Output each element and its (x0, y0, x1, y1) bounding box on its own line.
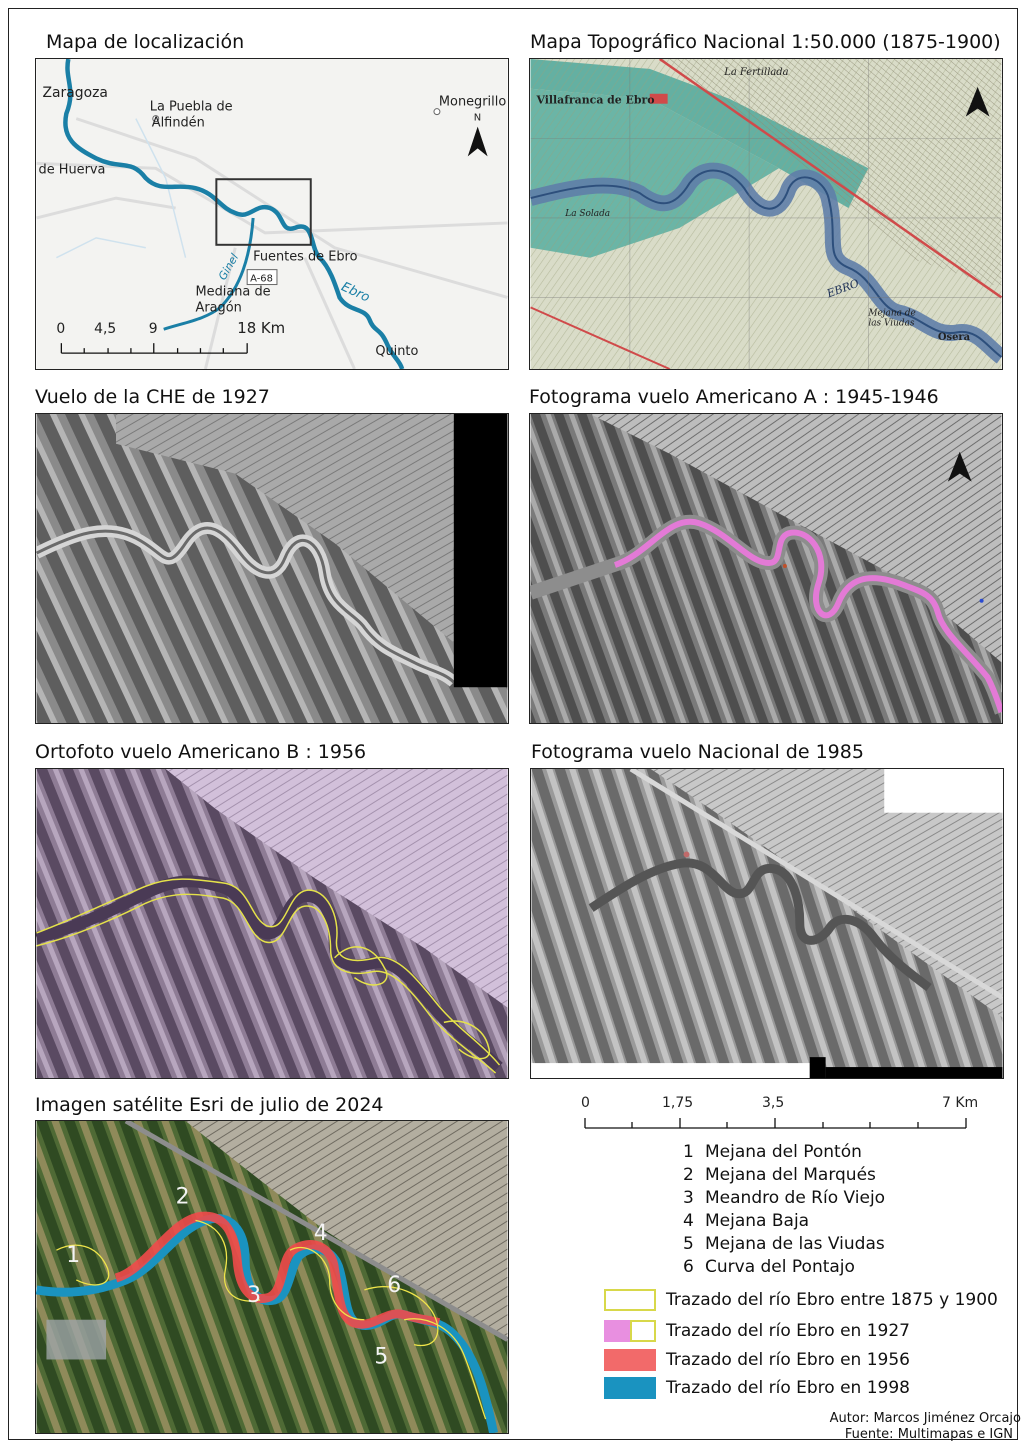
site-number-2: 2 (176, 1184, 190, 1209)
photo-1927-canvas (36, 414, 508, 723)
list-item: 5 Mejana de las Viudas (683, 1234, 885, 1254)
river-trace-1875 (36, 878, 501, 1074)
legend-item-1956: Trazado del río Ebro en 1956 (604, 1347, 910, 1373)
north-arrow-icon (467, 126, 488, 157)
north-label: N (474, 113, 481, 124)
panel-title-americano-a: Fotograma vuelo Americano A : 1945-1946 (529, 386, 939, 408)
photo-1956-canvas (36, 769, 508, 1078)
topo-label-mejana-2: las Viudas (868, 318, 915, 328)
topo-label-solada: La Solada (564, 209, 610, 219)
scale-tick-1: 4,5 (94, 321, 116, 337)
panel-title-topo: Mapa Topográfico Nacional 1:50.000 (1875… (530, 31, 1001, 53)
map-sheet-frame (8, 8, 1018, 1440)
legend-swatch-1875 (604, 1289, 656, 1311)
place-monegrillo: Monegrillo (439, 95, 506, 110)
place-zaragoza: Zaragoza (42, 85, 107, 101)
legend-label-1998: Trazado del río Ebro en 1998 (666, 1378, 910, 1398)
location-map-canvas: Zaragoza La Puebla de Alfindén Monegrill… (36, 59, 508, 369)
legend-swatch-1956 (604, 1349, 656, 1371)
topographic-map[interactable]: Villafranca de Ebro La Fertillada La Sol… (529, 58, 1003, 370)
panel-title-location: Mapa de localización (46, 31, 245, 53)
topo-label-mejana: Mejana de (867, 308, 915, 318)
legend-label-1956: Trazado del río Ebro en 1956 (666, 1350, 910, 1370)
legend-swatch-1998 (604, 1377, 656, 1399)
panel-title-che-1927: Vuelo de la CHE de 1927 (35, 386, 270, 408)
panel-title-nacional-1985: Fotograma vuelo Nacional de 1985 (531, 741, 864, 763)
list-item: 2 Mejana del Marqués (683, 1165, 876, 1185)
aerial-photo-1985[interactable] (530, 768, 1004, 1079)
author-credit: Autor: Marcos Jiménez Orcajo (829, 1411, 1021, 1426)
main-scale-tick-2: 3,5 (762, 1095, 784, 1111)
legend-item-1998: Trazado del río Ebro en 1998 (604, 1375, 910, 1401)
list-item: 3 Meandro de Río Viejo (683, 1188, 886, 1208)
scale-tick-0: 0 (56, 321, 65, 337)
main-scale-tick-1: 1,75 (662, 1095, 693, 1111)
legend-swatch-1927-white (630, 1320, 656, 1342)
aerial-photo-1927[interactable] (35, 413, 509, 724)
legend-item-1875: Trazado del río Ebro entre 1875 y 1900 (604, 1287, 998, 1313)
place-quinto: Quinto (375, 344, 418, 359)
source-credit: Fuente: Multimapas e IGN (844, 1427, 1013, 1442)
site-number-6: 6 (387, 1273, 401, 1298)
location-map[interactable]: Zaragoza La Puebla de Alfindén Monegrill… (35, 58, 509, 370)
road-label: A-68 (250, 274, 273, 285)
photo-1985-canvas (531, 769, 1003, 1078)
main-scale-tick-0: 0 (581, 1095, 590, 1111)
site-number-3: 3 (247, 1283, 261, 1308)
main-scale-bar: 0 1,75 3,5 7 Km (580, 1092, 980, 1132)
place-puebla-2: Alfindén (152, 116, 205, 131)
main-scale-tick-3: 7 Km (942, 1095, 978, 1111)
orthophoto-1956[interactable] (35, 768, 509, 1079)
site-number-4: 4 (314, 1221, 328, 1246)
legend-swatch-1927-pink (604, 1320, 630, 1342)
river-trace-1875 (56, 1219, 487, 1420)
place-mediana-2: Aragón (195, 300, 241, 315)
list-item: 6 Curva del Pontajo (683, 1257, 855, 1277)
list-item: 1 Mejana del Pontón (683, 1142, 862, 1162)
panel-title-americano-b: Ortofoto vuelo Americano B : 1956 (35, 741, 367, 763)
topo-label-villafranca: Villafranca de Ebro (535, 94, 654, 107)
panel-title-esri-2024: Imagen satélite Esri de julio de 2024 (35, 1094, 384, 1116)
site-number-1: 1 (66, 1243, 80, 1268)
place-huerva: de Huerva (39, 162, 106, 177)
site-number-5: 5 (374, 1344, 388, 1369)
list-item: 4 Mejana Baja (683, 1211, 810, 1231)
satellite-image-2024[interactable]: 1 2 3 4 5 6 (35, 1120, 509, 1434)
scale-bar (60, 343, 248, 354)
scale-tick-2: 9 (149, 321, 158, 337)
place-mediana: Mediana de (195, 284, 270, 299)
north-arrow-icon (965, 86, 990, 117)
legend-label-1927: Trazado del río Ebro en 1927 (666, 1321, 910, 1341)
topo-canvas: Villafranca de Ebro La Fertillada La Sol… (530, 59, 1002, 369)
place-fuentes: Fuentes de Ebro (253, 250, 357, 265)
satellite-canvas: 1 2 3 4 5 6 (36, 1121, 508, 1433)
river-trace-1956 (114, 1211, 441, 1329)
scale-tick-3: 18 Km (237, 319, 285, 337)
legend-label-1875: Trazado del río Ebro entre 1875 y 1900 (666, 1290, 998, 1310)
river-trace-1927 (613, 518, 1002, 714)
places-list: 1 Mejana del Pontón 2 Mejana del Marqués 3… (683, 1141, 885, 1279)
place-puebla: La Puebla de (150, 100, 233, 115)
north-arrow-icon (947, 451, 972, 482)
aerial-photo-1945[interactable] (529, 413, 1003, 724)
topo-label-osera: Osera (938, 332, 971, 343)
legend-item-1927: Trazado del río Ebro en 1927 (604, 1318, 910, 1344)
photo-1945-canvas (530, 414, 1002, 723)
topo-label-fertillada: La Fertillada (723, 67, 788, 78)
